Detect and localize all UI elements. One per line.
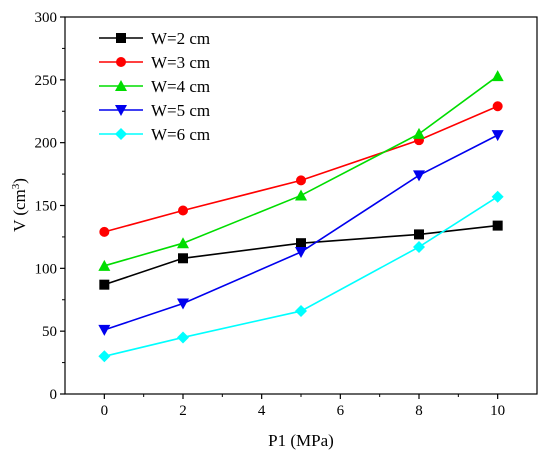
data-point <box>491 70 504 82</box>
data-point <box>178 253 188 264</box>
legend-label: W=6 cm <box>151 125 210 144</box>
x-tick-label: 4 <box>258 403 266 419</box>
data-point <box>98 350 111 363</box>
y-axis-label-superscript: 3 <box>10 183 22 189</box>
series-3 <box>98 70 504 271</box>
data-point <box>295 189 307 201</box>
data-point <box>177 331 189 344</box>
series-4 <box>98 130 504 336</box>
series-line <box>104 196 499 358</box>
y-axis-label-close: ) <box>10 178 29 184</box>
data-point <box>99 279 110 290</box>
data-point <box>296 238 306 249</box>
series-5 <box>98 190 504 363</box>
y-tick-label: 100 <box>35 261 58 277</box>
legend-label: W=2 cm <box>151 29 210 48</box>
plot-frame <box>64 16 538 395</box>
data-point <box>98 259 111 271</box>
data-point <box>177 237 189 249</box>
y-tick-label: 250 <box>35 73 58 89</box>
x-tick-label: 6 <box>337 403 345 419</box>
legend-marker <box>115 128 127 140</box>
data-point <box>413 240 425 253</box>
data-point <box>98 324 111 336</box>
legend-item: W=2 cm <box>99 29 210 48</box>
y-axis-label-main: V (cm <box>10 189 29 232</box>
data-point <box>177 298 189 310</box>
series-2 <box>99 101 503 237</box>
legend-item: W=3 cm <box>99 53 210 72</box>
y-tick-label: 0 <box>50 387 58 403</box>
data-point <box>413 127 425 139</box>
legend-item: W=5 cm <box>99 101 210 120</box>
y-tick-label: 300 <box>35 10 58 26</box>
series-1 <box>99 220 503 290</box>
data-point <box>492 101 503 112</box>
legend-marker <box>115 105 127 116</box>
x-tick-label: 10 <box>490 403 505 419</box>
data-point <box>414 229 424 240</box>
legend-label: W=4 cm <box>151 77 210 96</box>
legend-marker <box>116 57 126 67</box>
x-tick-label: 2 <box>179 403 187 419</box>
data-point <box>295 305 307 318</box>
x-tick-label: 0 <box>101 403 109 419</box>
legend-label: W=5 cm <box>151 101 210 120</box>
data-point <box>99 226 110 237</box>
legend-marker <box>116 33 126 43</box>
y-axis-label: V (cm3) <box>10 178 29 232</box>
data-point <box>178 205 188 216</box>
y-tick-label: 50 <box>42 324 57 340</box>
legend-item: W=4 cm <box>99 77 210 96</box>
y-tick-label: 200 <box>35 136 58 152</box>
data-point <box>413 170 425 182</box>
data-point <box>491 190 504 203</box>
data-point <box>491 130 504 142</box>
legend-marker <box>115 80 127 91</box>
data-point <box>296 175 306 186</box>
x-axis-label: P1 (MPa) <box>268 431 334 450</box>
data-point <box>492 220 503 231</box>
y-tick-label: 150 <box>35 199 58 215</box>
data-point <box>295 246 307 258</box>
legend-item: W=6 cm <box>99 125 210 144</box>
legend-label: W=3 cm <box>151 53 210 72</box>
x-tick-label: 8 <box>415 403 423 419</box>
